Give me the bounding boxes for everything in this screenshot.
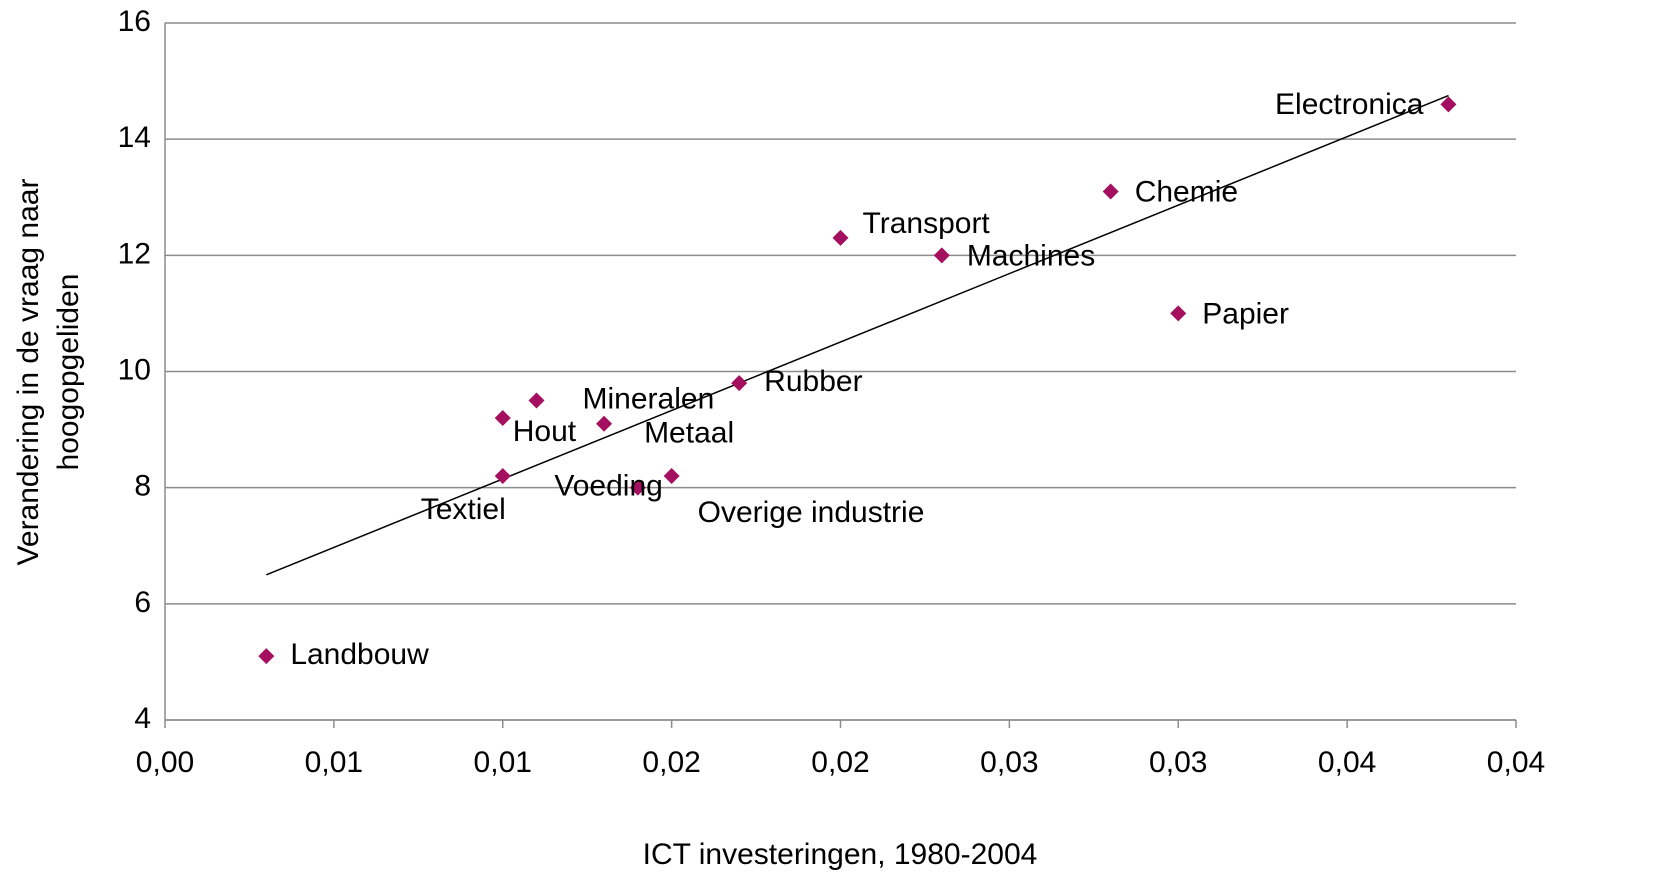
y-axis-title: Verandering in de vraag naar [12, 179, 45, 566]
x-tick-label: 0,04 [1487, 746, 1545, 779]
point [629, 479, 646, 496]
point [1170, 305, 1187, 322]
x-tick-label: 0,02 [642, 746, 700, 779]
data-label: Rubber [764, 365, 862, 398]
y-tick-label: 4 [134, 702, 151, 735]
point [528, 392, 545, 409]
y-axis-title: hoogopgeliden [52, 274, 85, 471]
data-label: Chemie [1135, 175, 1238, 208]
data-label: Mineralen [583, 382, 715, 415]
x-tick-label: 0,03 [1149, 746, 1207, 779]
data-label: Electronica [1275, 88, 1424, 121]
y-tick-label: 10 [118, 353, 151, 386]
x-tick-label: 0,04 [1318, 746, 1376, 779]
data-label: Overige industrie [698, 496, 925, 529]
point [494, 468, 511, 485]
point [933, 247, 950, 264]
point [663, 468, 680, 485]
x-tick-label: 0,02 [811, 746, 869, 779]
x-tick-label: 0,01 [305, 746, 363, 779]
x-tick-label: 0,01 [474, 746, 532, 779]
data-label: Textiel [421, 493, 506, 526]
y-tick-label: 6 [134, 586, 151, 619]
x-tick-label: 0,03 [980, 746, 1038, 779]
data-label: Hout [513, 415, 577, 448]
trendline [266, 94, 1449, 576]
y-tick-label: 14 [118, 121, 151, 154]
point [494, 409, 511, 426]
point [258, 648, 275, 665]
x-axis-title: ICT investeringen, 1980-2004 [643, 838, 1038, 871]
y-tick-label: 12 [118, 237, 151, 270]
point [832, 229, 849, 246]
data-label: Landbouw [290, 638, 429, 671]
point [1102, 183, 1119, 200]
data-label: Machines [967, 239, 1095, 272]
point [596, 415, 613, 432]
data-label: Metaal [644, 417, 734, 450]
y-tick-label: 8 [134, 470, 151, 503]
x-tick-label: 0,00 [136, 746, 194, 779]
point [1440, 96, 1457, 113]
y-tick-label: 16 [118, 5, 151, 38]
data-label: Papier [1202, 297, 1289, 330]
data-label: Voeding [554, 470, 662, 503]
data-label: Transport [863, 207, 991, 240]
point [731, 375, 748, 392]
